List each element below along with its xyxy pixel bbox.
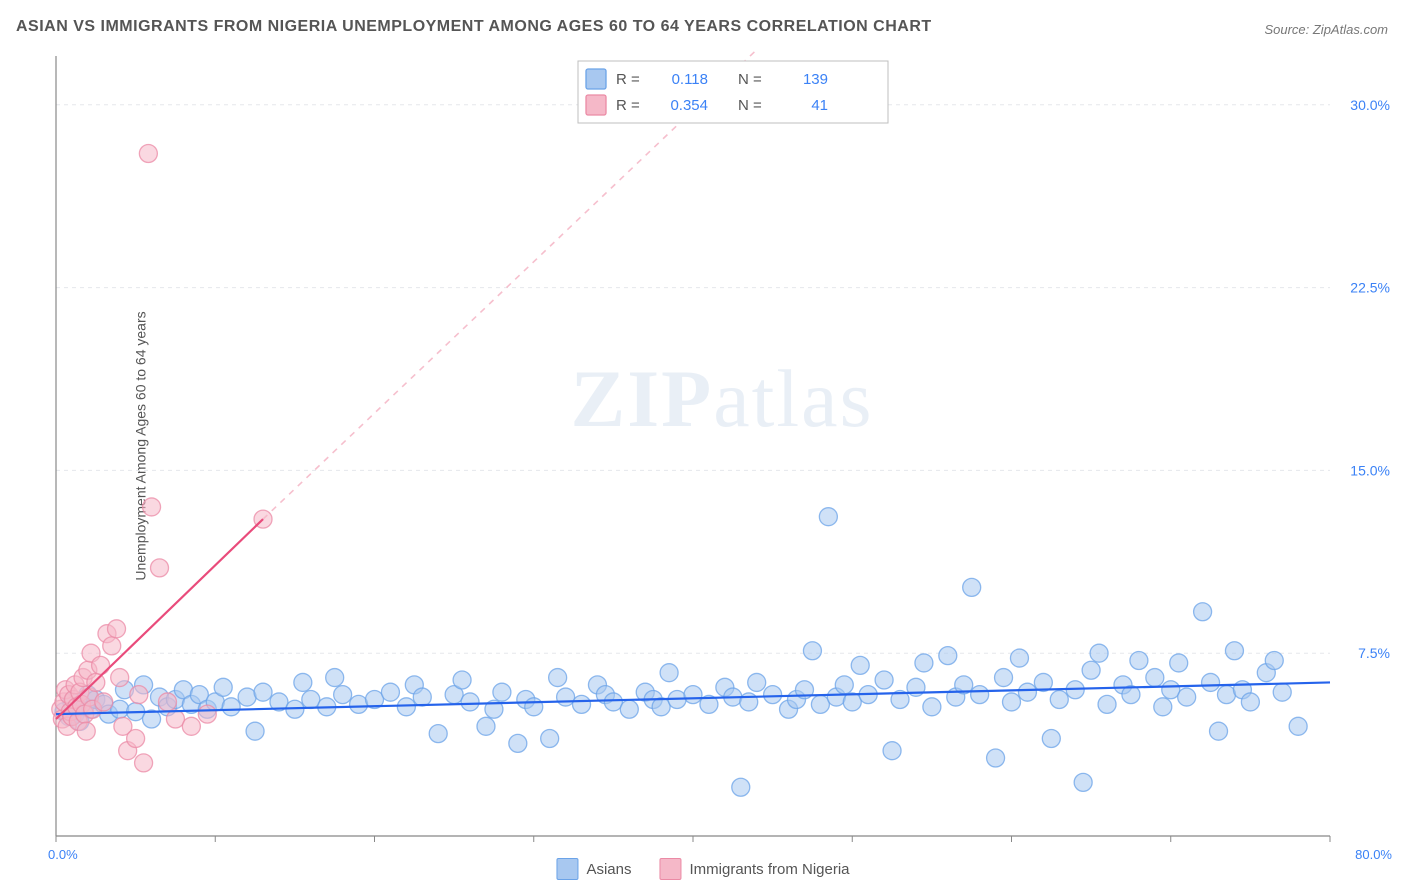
chart-title: ASIAN VS IMMIGRANTS FROM NIGERIA UNEMPLO… xyxy=(16,18,932,36)
svg-text:R =: R = xyxy=(616,97,640,114)
svg-text:N =: N = xyxy=(738,97,762,114)
legend-label-asians: Asians xyxy=(586,861,631,878)
source-attribution: Source: ZipAtlas.com xyxy=(1264,22,1388,37)
legend-swatch-nigeria xyxy=(659,858,681,880)
svg-text:R =: R = xyxy=(616,71,640,88)
svg-text:30.0%: 30.0% xyxy=(1350,97,1390,113)
svg-text:7.5%: 7.5% xyxy=(1358,645,1390,661)
svg-text:0.354: 0.354 xyxy=(670,97,708,114)
svg-text:15.0%: 15.0% xyxy=(1350,462,1390,478)
bottom-legend: Asians Immigrants from Nigeria xyxy=(556,858,849,880)
legend-item-nigeria: Immigrants from Nigeria xyxy=(659,858,849,880)
chart-plot-area: 7.5% 15.0% 22.5% 30.0% R = 0.118 N = 139 R = 0.35… xyxy=(50,50,1394,844)
svg-text:139: 139 xyxy=(803,71,828,88)
svg-text:0.118: 0.118 xyxy=(672,71,708,88)
svg-text:22.5%: 22.5% xyxy=(1350,280,1390,296)
x-axis-end-label: 80.0% xyxy=(1355,847,1392,862)
x-axis-origin-label: 0.0% xyxy=(48,847,78,862)
svg-text:41: 41 xyxy=(811,97,828,114)
legend-item-asians: Asians xyxy=(556,858,631,880)
scatter-chart-svg: 7.5% 15.0% 22.5% 30.0% R = 0.118 N = 139 R = 0.35… xyxy=(50,50,1394,844)
legend-swatch-asians xyxy=(556,858,578,880)
legend-label-nigeria: Immigrants from Nigeria xyxy=(689,861,849,878)
svg-text:N =: N = xyxy=(738,71,762,88)
